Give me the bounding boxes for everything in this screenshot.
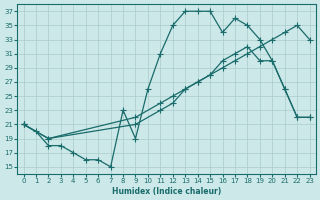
- X-axis label: Humidex (Indice chaleur): Humidex (Indice chaleur): [112, 187, 221, 196]
